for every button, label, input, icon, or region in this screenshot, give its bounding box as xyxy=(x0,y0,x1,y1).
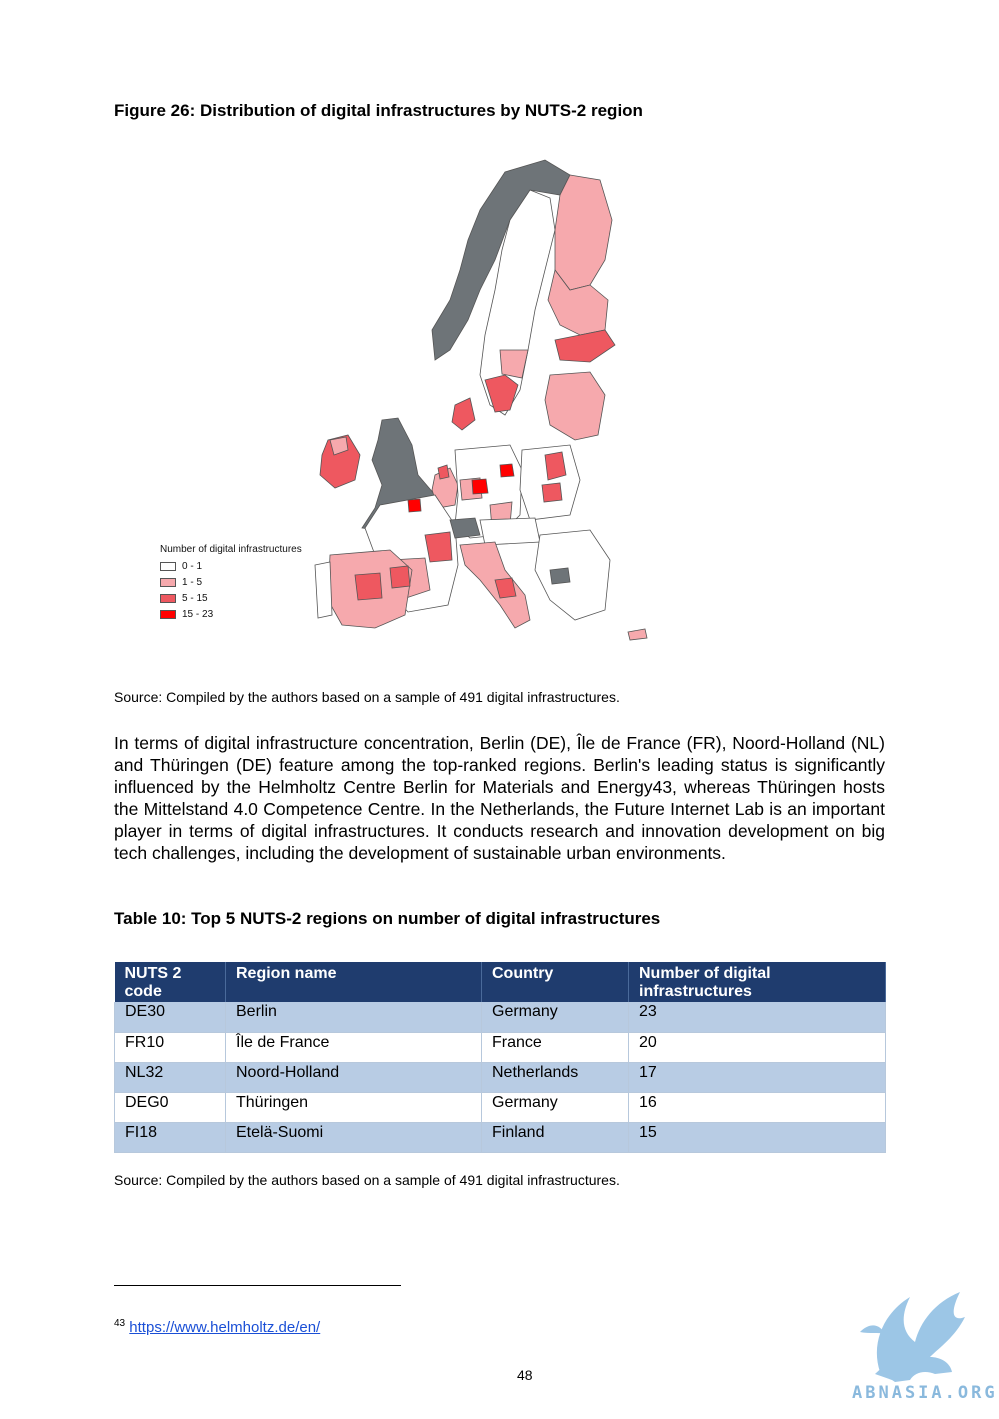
table-row: DEG0 Thüringen Germany 16 xyxy=(114,1092,886,1123)
cell-code: FI18 xyxy=(114,1122,226,1153)
cell-code: NL32 xyxy=(114,1062,226,1093)
cell-number: 20 xyxy=(628,1032,886,1063)
page-number: 48 xyxy=(517,1367,533,1383)
map-region-denmark xyxy=(451,397,476,431)
footnote-number: 43 xyxy=(114,1318,126,1329)
map-region-ireland-nw xyxy=(329,436,349,456)
map-region-poland-mazowieckie xyxy=(544,451,567,481)
griffin-logo-icon xyxy=(860,1292,965,1382)
map-region-spain-madrid xyxy=(354,572,383,601)
map-region-balkans xyxy=(534,529,611,621)
cell-code: DE30 xyxy=(114,1002,226,1033)
figure-title: Figure 26: Distribution of digital infra… xyxy=(114,101,643,120)
legend-label: 15 - 23 xyxy=(182,608,214,620)
map-region-spain-catalonia xyxy=(389,565,411,589)
cell-country: Germany xyxy=(481,1092,629,1123)
map-region-switzerland xyxy=(449,517,481,539)
table-row: FI18 Etelä-Suomi Finland 15 xyxy=(114,1122,886,1153)
cell-number: 16 xyxy=(628,1092,886,1123)
cell-number: 17 xyxy=(628,1062,886,1093)
legend-swatch xyxy=(160,609,176,619)
map-region-benelux xyxy=(431,467,459,509)
footnote-link[interactable]: https://www.helmholtz.de/en/ xyxy=(129,1319,321,1336)
table-title: Table 10: Top 5 NUTS-2 regions on number… xyxy=(114,909,661,928)
table-source: Source: Compiled by the authors based on… xyxy=(114,1172,620,1188)
footnote: 43 https://www.helmholtz.de/en/ xyxy=(114,1318,320,1336)
cell-region: Thüringen xyxy=(225,1092,482,1123)
header-nuts-code: NUTS 2 code xyxy=(114,962,226,1002)
map-region-poland-pink xyxy=(541,482,563,503)
map-region-italy xyxy=(459,541,531,629)
cell-region: Etelä-Suomi xyxy=(225,1122,482,1153)
header-number: Number of digital infrastructures xyxy=(628,962,886,1002)
top-regions-table: NUTS 2 code Region name Country Number o… xyxy=(114,962,886,1153)
map-region-france-rhone xyxy=(424,531,453,563)
map-region-thueringen xyxy=(471,478,489,495)
legend-label: 1 - 5 xyxy=(182,576,203,588)
footnote-divider xyxy=(114,1285,401,1286)
map-region-greece-nodata xyxy=(549,567,571,585)
cell-number: 23 xyxy=(628,1002,886,1033)
figure-source: Source: Compiled by the authors based on… xyxy=(114,689,620,705)
cell-region: Noord-Holland xyxy=(225,1062,482,1093)
map-region-sweden-south xyxy=(499,349,529,379)
body-paragraph: In terms of digital infrastructure conce… xyxy=(114,733,885,863)
watermark-text: ABNASIA.ORG xyxy=(852,1383,998,1403)
table-header-row: NUTS 2 code Region name Country Number o… xyxy=(114,962,886,1002)
cell-number: 15 xyxy=(628,1122,886,1153)
map-region-baltics xyxy=(544,371,606,441)
map-region-noord-holland xyxy=(437,464,450,480)
legend-swatch xyxy=(160,577,176,587)
legend-item: 1 - 5 xyxy=(160,574,302,590)
map-region-berlin xyxy=(499,463,515,478)
map-region-italy-lazio xyxy=(494,577,517,599)
table-row: DE30 Berlin Germany 23 xyxy=(114,1002,886,1033)
table-row: NL32 Noord-Holland Netherlands 17 xyxy=(114,1062,886,1093)
legend-swatch xyxy=(160,593,176,603)
cell-code: DEG0 xyxy=(114,1092,226,1123)
cell-region: Île de France xyxy=(225,1032,482,1063)
legend-title: Number of digital infrastructures xyxy=(160,544,302,555)
map-region-central xyxy=(479,517,541,546)
map-region-portugal xyxy=(314,561,333,619)
map-legend: Number of digital infrastructures 0 - 1 … xyxy=(160,544,302,622)
map-region-sweden xyxy=(479,189,556,416)
table-row: FR10 Île de France France 20 xyxy=(114,1032,886,1063)
map-region-ile-de-france xyxy=(407,498,422,513)
cell-country: Germany xyxy=(481,1002,629,1033)
europe-choropleth-map xyxy=(314,159,648,641)
cell-code: FR10 xyxy=(114,1032,226,1063)
legend-item: 15 - 23 xyxy=(160,606,302,622)
header-country: Country xyxy=(481,962,629,1002)
legend-item: 0 - 1 xyxy=(160,558,302,574)
map-region-ireland xyxy=(319,434,361,489)
header-region-name: Region name xyxy=(225,962,482,1002)
legend-item: 5 - 15 xyxy=(160,590,302,606)
map-region-stockholm xyxy=(484,374,519,413)
map-region-finland-north xyxy=(554,174,613,291)
map-region-cyprus xyxy=(627,628,648,641)
legend-swatch xyxy=(160,561,176,571)
map-region-poland xyxy=(519,444,581,521)
cell-country: Finland xyxy=(481,1122,629,1153)
cell-country: Netherlands xyxy=(481,1062,629,1093)
map-region-etela-suomi xyxy=(554,329,616,363)
cell-country: France xyxy=(481,1032,629,1063)
legend-label: 0 - 1 xyxy=(182,560,203,572)
cell-region: Berlin xyxy=(225,1002,482,1033)
legend-label: 5 - 15 xyxy=(182,592,208,604)
map-region-norway xyxy=(431,159,571,361)
